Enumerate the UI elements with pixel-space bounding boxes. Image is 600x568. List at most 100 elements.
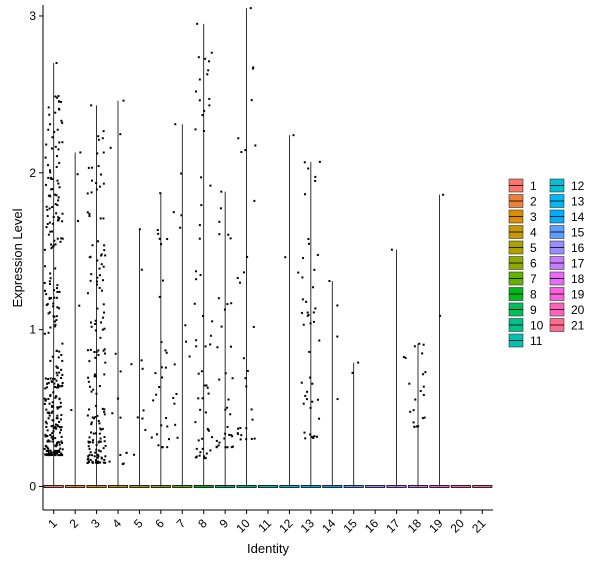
- data-point: [88, 447, 91, 450]
- data-point: [48, 207, 51, 210]
- data-point: [55, 386, 58, 389]
- data-point: [142, 409, 145, 412]
- data-point: [402, 356, 405, 359]
- data-point: [58, 100, 61, 103]
- data-point: [88, 461, 91, 464]
- data-point: [224, 432, 227, 435]
- data-point: [104, 361, 107, 364]
- data-point: [223, 437, 226, 440]
- x-tick-label: 19: [426, 516, 446, 536]
- data-point: [52, 244, 55, 247]
- data-point: [98, 461, 101, 464]
- data-point: [100, 289, 103, 292]
- data-point: [307, 238, 310, 241]
- data-point: [91, 416, 94, 419]
- data-point: [144, 428, 147, 431]
- data-point: [193, 302, 196, 305]
- data-point: [91, 179, 94, 182]
- data-point: [99, 173, 102, 176]
- data-point: [208, 104, 211, 107]
- axes: [42, 5, 493, 511]
- data-point: [302, 257, 305, 260]
- data-point: [47, 417, 50, 420]
- data-point: [165, 351, 168, 354]
- data-point: [390, 248, 393, 251]
- data-point: [48, 169, 51, 172]
- data-point: [98, 274, 101, 277]
- data-point: [48, 296, 51, 299]
- data-point: [114, 352, 117, 355]
- data-point: [250, 438, 253, 441]
- data-point: [60, 440, 63, 443]
- data-point: [99, 437, 102, 440]
- data-point: [307, 242, 310, 245]
- data-point: [50, 436, 53, 439]
- data-point: [57, 356, 60, 359]
- data-point: [94, 319, 97, 322]
- data-point: [158, 237, 161, 240]
- data-point: [313, 435, 316, 438]
- data-point: [173, 402, 176, 405]
- data-point: [86, 458, 89, 461]
- data-point: [52, 302, 55, 305]
- data-point: [218, 378, 221, 381]
- data-point: [60, 426, 63, 429]
- data-point: [54, 454, 57, 457]
- data-point: [240, 151, 243, 154]
- data-point: [97, 138, 100, 141]
- data-point: [59, 454, 62, 457]
- x-tick-label: 12: [276, 516, 296, 536]
- data-point: [97, 353, 100, 356]
- data-point: [111, 412, 114, 415]
- data-point: [237, 432, 240, 435]
- x-tick-label: 4: [109, 516, 124, 531]
- data-point: [100, 428, 103, 431]
- data-point: [227, 233, 230, 236]
- legend-label: 14: [571, 210, 585, 224]
- data-point: [422, 373, 425, 376]
- data-point: [78, 304, 81, 307]
- data-point: [47, 378, 50, 381]
- data-point: [160, 366, 163, 369]
- data-point: [48, 452, 51, 455]
- data-point: [54, 423, 57, 426]
- data-point: [318, 160, 321, 163]
- violin-base: [257, 485, 279, 488]
- data-point: [59, 426, 62, 429]
- data-point: [254, 144, 257, 147]
- data-point: [117, 397, 120, 400]
- x-tick-label: 2: [67, 516, 82, 531]
- data-point: [48, 283, 51, 286]
- legend-label: 16: [571, 241, 585, 255]
- data-point: [217, 297, 220, 300]
- data-point: [160, 341, 163, 344]
- data-point: [421, 417, 424, 420]
- data-point: [100, 253, 103, 256]
- data-point: [48, 311, 51, 314]
- data-point: [58, 385, 61, 388]
- data-point: [328, 280, 331, 283]
- data-point: [53, 320, 56, 323]
- data-point: [44, 433, 47, 436]
- data-point: [198, 454, 201, 457]
- data-point: [195, 447, 198, 450]
- data-point: [54, 95, 57, 98]
- data-point: [218, 441, 221, 444]
- data-point: [46, 429, 49, 432]
- data-point: [57, 196, 60, 199]
- data-point: [58, 217, 61, 220]
- data-point: [48, 221, 51, 224]
- data-point: [52, 424, 55, 427]
- data-point: [197, 56, 200, 59]
- data-point: [204, 457, 207, 460]
- data-point: [201, 397, 204, 400]
- data-point: [89, 451, 92, 454]
- data-point: [404, 356, 407, 359]
- data-point: [91, 166, 94, 169]
- data-point: [61, 141, 64, 144]
- data-point: [56, 179, 59, 182]
- data-point: [58, 420, 61, 423]
- data-point: [53, 382, 56, 385]
- data-point: [88, 436, 91, 439]
